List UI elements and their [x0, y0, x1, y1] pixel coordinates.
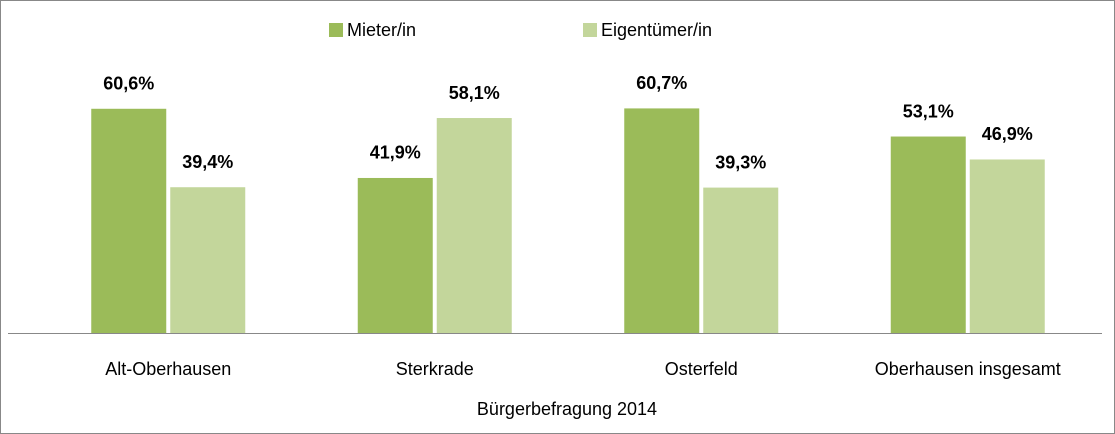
value-label: 58,1% — [449, 83, 500, 103]
value-label: 39,3% — [715, 152, 766, 172]
legend-swatch — [329, 23, 343, 37]
legend-label: Eigentümer/in — [601, 20, 712, 40]
bar — [890, 136, 966, 333]
value-label: 53,1% — [903, 101, 954, 121]
bar — [436, 118, 512, 333]
x-tick-label: Oberhausen insgesamt — [875, 359, 1061, 379]
legend-label: Mieter/in — [347, 20, 416, 40]
value-label: 41,9% — [370, 143, 421, 163]
x-tick-label: Osterfeld — [665, 359, 738, 379]
value-label: 39,4% — [182, 152, 233, 172]
bar — [91, 108, 167, 333]
bar — [969, 159, 1045, 333]
legend-swatch — [583, 23, 597, 37]
bar — [170, 187, 246, 333]
x-tick-label: Sterkrade — [396, 359, 474, 379]
value-label: 60,6% — [103, 74, 154, 94]
bar — [357, 177, 433, 333]
bar — [703, 187, 779, 333]
bar — [624, 108, 700, 333]
value-label: 46,9% — [982, 124, 1033, 144]
value-label: 60,7% — [636, 73, 687, 93]
x-axis-label: Bürgerbefragung 2014 — [477, 399, 657, 419]
x-tick-label: Alt-Oberhausen — [105, 359, 231, 379]
